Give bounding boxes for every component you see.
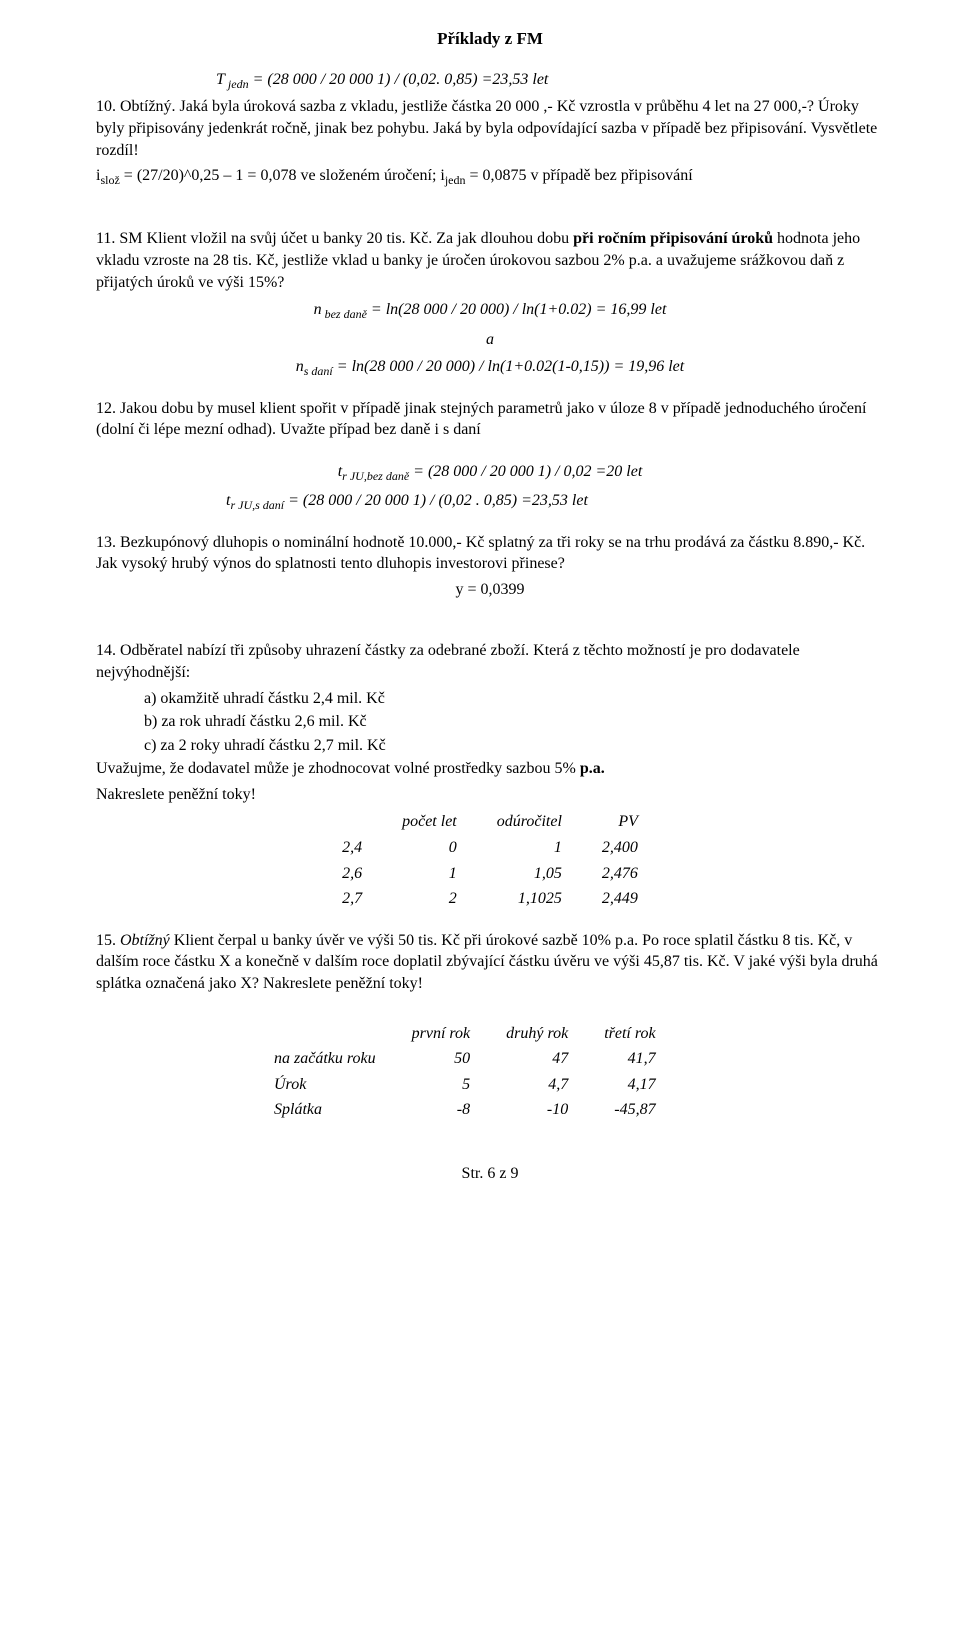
p10-result: islož = (27/20)^0,25 – 1 = 0,078 ve slož… <box>96 165 884 188</box>
pv-col-pv: PV <box>582 809 658 835</box>
pv-cell: 1 <box>382 861 477 887</box>
pv-row-label: 2,7 <box>322 886 382 912</box>
p11-formula-2: ns daní = ln(28 000 / 20 000) / ln(1+0.0… <box>96 356 884 379</box>
yr-cell: 4,17 <box>586 1072 673 1098</box>
formula-top: T jedn = (28 000 / 20 000 1) / (0,02. 0,… <box>216 69 884 92</box>
p11-text-a: 11. SM Klient vložil na svůj účet u bank… <box>96 230 573 247</box>
pv-cell: 2 <box>382 886 477 912</box>
table-row: 2,721,10252,449 <box>322 886 658 912</box>
p15-italic: Obtížný <box>120 932 170 949</box>
p14-text-3: Nakreslete peněžní toky! <box>96 784 884 806</box>
pv-cell: 2,449 <box>582 886 658 912</box>
p11-f2-rhs: ln(28 000 / 20 000) / ln(1+0.02(1-0,15))… <box>352 358 685 375</box>
pv-row-label: 2,6 <box>322 861 382 887</box>
p11-text: 11. SM Klient vložil na svůj účet u bank… <box>96 228 884 293</box>
p12-formula-2: tr JU,s daní = (28 000 / 20 000 1) / (0,… <box>226 490 884 513</box>
p14-opt-a: a) okamžitě uhradí částku 2,4 mil. Kč <box>144 688 884 710</box>
p13-text: 13. Bezkupónový dluhopis o nominální hod… <box>96 532 884 575</box>
pv-cell: 1 <box>477 835 582 861</box>
p11-f1-rhs: ln(28 000 / 20 000) / ln(1+0.02) = 16,99… <box>386 301 667 318</box>
pv-col-years: počet let <box>382 809 477 835</box>
p15-lead: 15. <box>96 932 120 949</box>
yr-cell: 41,7 <box>586 1046 673 1072</box>
p11-formula-1: n bez daně = ln(28 000 / 20 000) / ln(1+… <box>96 299 884 322</box>
p14-text-2: Uvažujme, že dodavatel může je zhodnocov… <box>96 758 884 780</box>
pv-cell: 2,476 <box>582 861 658 887</box>
year-table-header: první rok druhý rok třetí rok <box>256 1021 674 1047</box>
p14-text: 14. Odběratel nabízí tři způsoby uhrazen… <box>96 640 884 683</box>
spacer <box>96 618 884 640</box>
p14-options: a) okamžitě uhradí částku 2,4 mil. Kč b)… <box>96 688 884 757</box>
p13-formula: y = 0,0399 <box>96 579 884 601</box>
yr-row-label: na začátku roku <box>256 1046 394 1072</box>
page: Příklady z FM T jedn = (28 000 / 20 000 … <box>0 0 960 1648</box>
yr-row-label: Úrok <box>256 1072 394 1098</box>
p14-text-2b: p.a. <box>580 760 605 777</box>
table-row: Úrok54,74,17 <box>256 1072 674 1098</box>
pv-table-body: 2,4012,4002,611,052,4762,721,10252,449 <box>322 835 658 912</box>
yr-col-1: první rok <box>394 1021 489 1047</box>
table-row: 2,611,052,476 <box>322 861 658 887</box>
pv-cell: 1,1025 <box>477 886 582 912</box>
p15-body: Klient čerpal u banky úvěr ve výši 50 ti… <box>96 932 878 992</box>
pv-col-discount: odúročitel <box>477 809 582 835</box>
pv-cell: 2,400 <box>582 835 658 861</box>
page-footer: Str. 6 z 9 <box>96 1163 884 1185</box>
pv-table: počet let odúročitel PV 2,4012,4002,611,… <box>322 809 658 911</box>
yr-cell: -8 <box>394 1097 489 1123</box>
p14-opt-b: b) za rok uhradí částku 2,6 mil. Kč <box>144 711 884 733</box>
yr-row-label: Splátka <box>256 1097 394 1123</box>
yr-cell: 5 <box>394 1072 489 1098</box>
problem-10: 10. Obtížný. Jaká byla úroková sazba z v… <box>96 96 884 188</box>
yr-col-3: třetí rok <box>586 1021 673 1047</box>
p12-formula-1: tr JU,bez daně = (28 000 / 20 000 1) / 0… <box>96 461 884 484</box>
table-row: Splátka-8-10-45,87 <box>256 1097 674 1123</box>
p15-text: 15. Obtížný Klient čerpal u banky úvěr v… <box>96 930 884 995</box>
yr-cell: -10 <box>488 1097 586 1123</box>
problem-13: 13. Bezkupónový dluhopis o nominální hod… <box>96 532 884 601</box>
pv-row-label: 2,4 <box>322 835 382 861</box>
table-row: na začátku roku504741,7 <box>256 1046 674 1072</box>
table-row: 2,4012,400 <box>322 835 658 861</box>
pv-cell: 0 <box>382 835 477 861</box>
yr-cell: 47 <box>488 1046 586 1072</box>
p11-mid: a <box>96 329 884 351</box>
yr-col-2: druhý rok <box>488 1021 586 1047</box>
p14-opt-c: c) za 2 roky uhradí částku 2,7 mil. Kč <box>144 735 884 757</box>
problem-14: 14. Odběratel nabízí tři způsoby uhrazen… <box>96 640 884 912</box>
problem-12: 12. Jakou dobu by musel klient spořit v … <box>96 398 884 514</box>
p11-text-b: při ročním připisování úroků <box>573 230 773 247</box>
p12-text: 12. Jakou dobu by musel klient spořit v … <box>96 398 884 441</box>
pv-table-header: počet let odúročitel PV <box>322 809 658 835</box>
yr-cell: 4,7 <box>488 1072 586 1098</box>
p10-text: 10. Obtížný. Jaká byla úroková sazba z v… <box>96 96 884 161</box>
yr-cell: 50 <box>394 1046 489 1072</box>
pv-cell: 1,05 <box>477 861 582 887</box>
year-table-body: na začátku roku504741,7Úrok54,74,17Splát… <box>256 1046 674 1123</box>
problem-11: 11. SM Klient vložil na svůj účet u bank… <box>96 228 884 379</box>
yr-cell: -45,87 <box>586 1097 673 1123</box>
page-header: Příklady z FM <box>96 28 884 51</box>
spacer <box>96 206 884 228</box>
problem-15: 15. Obtížný Klient čerpal u banky úvěr v… <box>96 930 884 1123</box>
year-table: první rok druhý rok třetí rok na začátku… <box>256 1021 674 1123</box>
p14-text-2a: Uvažujme, že dodavatel může je zhodnocov… <box>96 760 580 777</box>
